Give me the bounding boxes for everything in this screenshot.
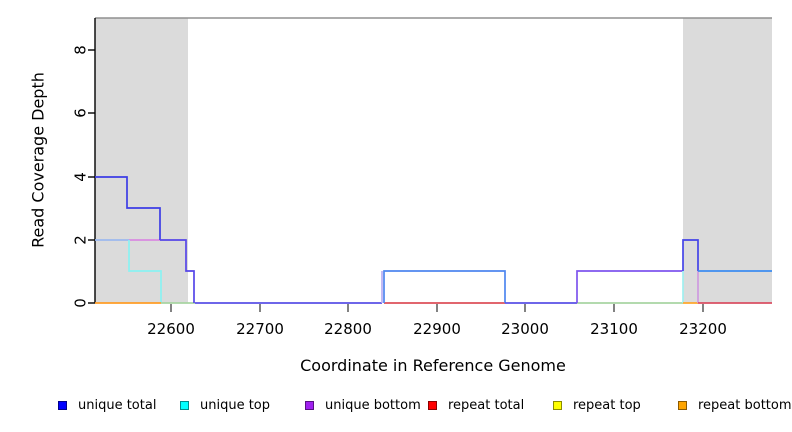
x-axis-label: Coordinate in Reference Genome xyxy=(300,356,566,375)
shaded-repeat-region xyxy=(683,18,772,303)
coverage-segment-unique-top-staircase xyxy=(128,240,162,303)
coverage-segment-blue-peak xyxy=(682,239,699,271)
coverage-segment-unique-total-staircase-low xyxy=(160,239,195,303)
x-tick-label: 22900 xyxy=(413,320,461,338)
coverage-segment-blue-plateau-mid xyxy=(383,270,506,303)
x-tick-label: 22700 xyxy=(236,320,284,338)
x-tick-label: 22800 xyxy=(324,320,372,338)
shaded-repeat-region xyxy=(95,18,188,303)
x-tick-label: 23100 xyxy=(590,320,638,338)
x-tick-label: 22600 xyxy=(147,320,195,338)
y-tick-label: 4 xyxy=(71,172,89,182)
y-tick-label: 6 xyxy=(71,108,89,118)
y-axis-label: Read Coverage Depth xyxy=(28,72,48,248)
y-tick-label: 8 xyxy=(71,45,89,55)
coverage-segment-purple-plateau xyxy=(576,270,683,303)
coverage-segment-unique-total-staircase xyxy=(95,176,161,240)
y-tick-label: 0 xyxy=(71,298,89,308)
y-tick-label: 2 xyxy=(71,235,89,245)
x-tick-label: 23200 xyxy=(679,320,727,338)
x-tick-label: 23000 xyxy=(501,320,549,338)
